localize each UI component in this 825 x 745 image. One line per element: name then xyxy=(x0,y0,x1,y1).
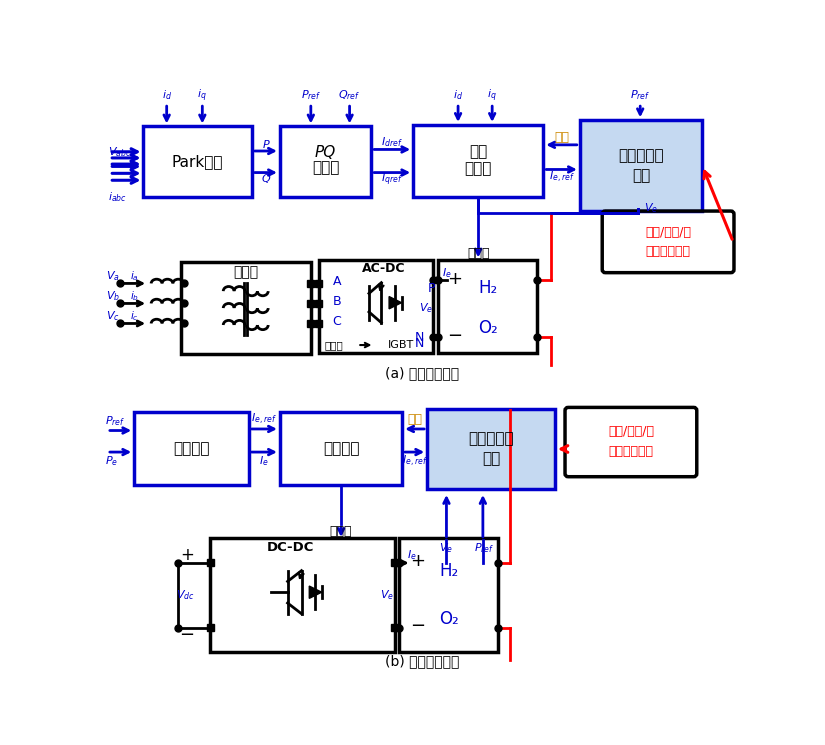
Text: $i_a$: $i_a$ xyxy=(130,269,139,282)
Text: $P$: $P$ xyxy=(262,138,271,150)
Text: $I_{dref}$: $I_{dref}$ xyxy=(381,135,403,149)
Text: 调制波: 调制波 xyxy=(330,525,352,538)
Text: $i_c$: $i_c$ xyxy=(130,309,139,323)
Text: +: + xyxy=(447,270,462,288)
Text: $Q$: $Q$ xyxy=(261,172,271,186)
Text: $V_e$: $V_e$ xyxy=(644,201,658,215)
Text: $i_d$: $i_d$ xyxy=(162,89,172,103)
Text: P: P xyxy=(428,282,436,294)
Text: PQ: PQ xyxy=(315,145,336,160)
Bar xyxy=(206,624,214,631)
Bar xyxy=(308,300,314,307)
Text: $I_{e,ref}$: $I_{e,ref}$ xyxy=(402,454,427,469)
Text: Park变换: Park变换 xyxy=(172,154,224,169)
Bar xyxy=(144,127,252,197)
Text: AC-DC: AC-DC xyxy=(362,261,405,275)
Bar xyxy=(580,120,702,211)
Text: $I_e$: $I_e$ xyxy=(260,454,269,468)
Bar xyxy=(210,539,394,653)
Text: +: + xyxy=(180,546,194,564)
Text: 温度/压力/渗: 温度/压力/渗 xyxy=(645,226,691,239)
Bar xyxy=(280,127,371,197)
Bar xyxy=(181,262,311,355)
Bar xyxy=(315,320,322,327)
Bar xyxy=(308,320,314,327)
Text: H₂: H₂ xyxy=(478,279,497,297)
Text: O₂: O₂ xyxy=(478,319,497,337)
Text: $P_{ref}$: $P_{ref}$ xyxy=(106,414,126,428)
Text: $i_{abc}$: $i_{abc}$ xyxy=(108,190,127,204)
Text: 限流: 限流 xyxy=(554,130,569,144)
Text: $i_d$: $i_d$ xyxy=(453,89,463,103)
Text: $V_c$: $V_c$ xyxy=(106,309,120,323)
Text: 透等状态参量: 透等状态参量 xyxy=(646,244,691,258)
Text: 控制器: 控制器 xyxy=(464,161,492,177)
Text: $V_{dc}$: $V_{dc}$ xyxy=(176,589,195,602)
Text: 透等状态参量: 透等状态参量 xyxy=(608,445,653,457)
Text: +: + xyxy=(410,552,425,571)
Bar xyxy=(399,539,498,653)
Text: $I_e$: $I_e$ xyxy=(442,266,452,279)
Text: $I_e$: $I_e$ xyxy=(407,548,417,562)
Text: (a) 交流供电模式: (a) 交流供电模式 xyxy=(385,366,460,380)
Text: $P_{ref}$: $P_{ref}$ xyxy=(474,542,495,555)
Text: $i_q$: $i_q$ xyxy=(197,87,207,104)
Text: $I_{e,ref}$: $I_{e,ref}$ xyxy=(549,170,574,185)
Text: (b) 直流供电模式: (b) 直流供电模式 xyxy=(385,655,460,668)
Text: $Q_{ref}$: $Q_{ref}$ xyxy=(338,89,361,103)
Bar xyxy=(318,260,433,352)
Text: $P_{ref}$: $P_{ref}$ xyxy=(630,89,650,103)
Text: 控制: 控制 xyxy=(482,451,500,466)
Text: C: C xyxy=(332,315,342,329)
Text: A: A xyxy=(332,276,341,288)
Text: DC-DC: DC-DC xyxy=(267,541,314,554)
Bar xyxy=(134,412,249,485)
Bar xyxy=(391,624,398,631)
Bar xyxy=(280,412,403,485)
Text: 调制波: 调制波 xyxy=(467,247,489,260)
Text: $V_e$: $V_e$ xyxy=(440,542,454,555)
Text: −: − xyxy=(410,617,425,635)
Text: 运行域修正: 运行域修正 xyxy=(469,431,514,446)
Bar xyxy=(391,559,398,566)
Text: IGBT: IGBT xyxy=(389,340,415,350)
Text: O₂: O₂ xyxy=(439,610,459,628)
Text: 温度/压力/渗: 温度/压力/渗 xyxy=(608,425,654,438)
Text: 变压器: 变压器 xyxy=(233,266,258,279)
Bar xyxy=(308,280,314,287)
Bar xyxy=(206,559,214,566)
Text: $P_{ref}$: $P_{ref}$ xyxy=(300,89,321,103)
Text: −: − xyxy=(179,627,195,644)
Text: 控制器: 控制器 xyxy=(312,160,339,175)
Polygon shape xyxy=(309,586,322,598)
Bar xyxy=(427,409,555,489)
Polygon shape xyxy=(389,297,402,309)
Text: 电流控制: 电流控制 xyxy=(323,441,360,456)
Text: 运行域修正: 运行域修正 xyxy=(618,148,664,163)
Text: −: − xyxy=(447,327,462,345)
Text: $P_e$: $P_e$ xyxy=(106,454,119,468)
Text: 限流: 限流 xyxy=(408,413,422,426)
Text: $V_e$: $V_e$ xyxy=(418,301,432,315)
Text: $V_{abc}$: $V_{abc}$ xyxy=(108,145,131,159)
Text: 晶闸管: 晶闸管 xyxy=(325,340,343,350)
Text: N: N xyxy=(415,331,424,344)
Text: $V_b$: $V_b$ xyxy=(106,289,120,302)
Text: $I_{qref}$: $I_{qref}$ xyxy=(381,172,403,188)
Bar xyxy=(413,125,544,197)
Text: 控制: 控制 xyxy=(632,168,650,183)
Text: B: B xyxy=(332,296,342,308)
Bar xyxy=(315,300,322,307)
Text: $I_{e,ref}$: $I_{e,ref}$ xyxy=(252,412,277,428)
Text: H₂: H₂ xyxy=(439,562,459,580)
Text: $i_q$: $i_q$ xyxy=(488,87,497,104)
Text: 电流: 电流 xyxy=(469,145,488,159)
Bar xyxy=(438,260,537,352)
Text: 功率控制: 功率控制 xyxy=(173,441,210,456)
Text: $V_e$: $V_e$ xyxy=(380,589,394,602)
Text: N: N xyxy=(415,337,424,350)
Bar xyxy=(315,280,322,287)
Text: $V_a$: $V_a$ xyxy=(106,269,120,282)
Text: $i_b$: $i_b$ xyxy=(130,289,139,302)
